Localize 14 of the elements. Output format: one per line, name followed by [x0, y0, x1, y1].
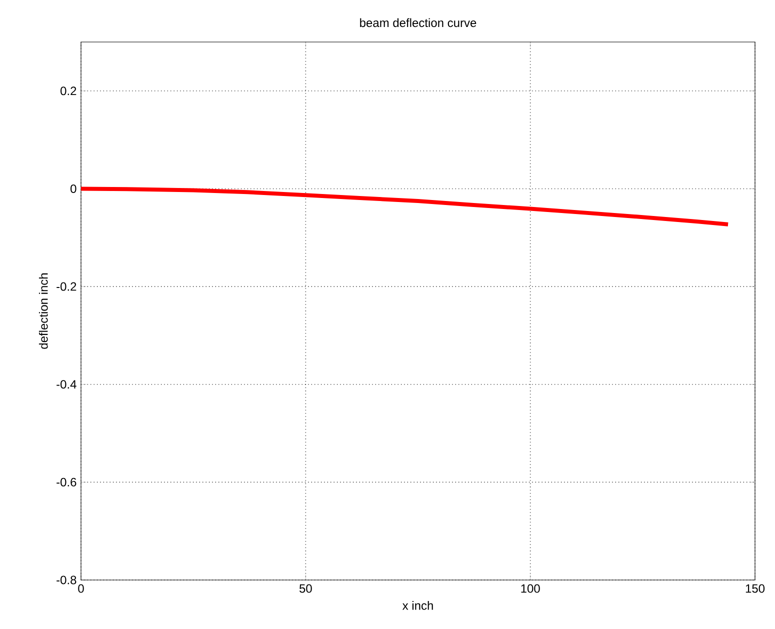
y-tick-label: -0.2	[56, 282, 76, 291]
y-tick-label: 0	[70, 184, 76, 193]
y-tick-label: -0.8	[56, 576, 76, 584]
y-tick-label: -0.6	[56, 478, 76, 486]
y-axis-title: deflection inch	[38, 273, 48, 349]
x-tick-label: 100	[521, 584, 540, 593]
chart-title: beam deflection curve	[360, 18, 476, 28]
line-series	[81, 186, 730, 226]
x-axis-title: x inch	[402, 601, 433, 610]
x-tick-label: 50	[299, 584, 312, 593]
y-tick-label: 0.2	[60, 86, 76, 96]
x-tick-label: 0	[78, 584, 84, 593]
x-tick-label: 150	[746, 584, 765, 593]
y-tick-label: -0.4	[56, 380, 76, 389]
